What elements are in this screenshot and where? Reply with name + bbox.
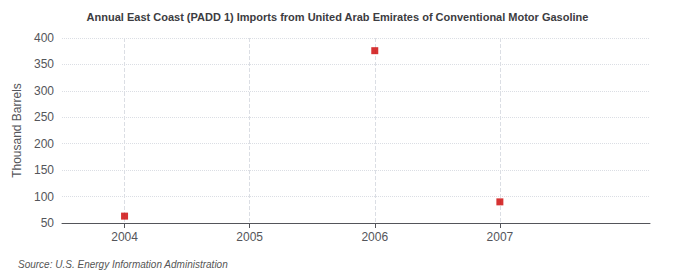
svg-text:300: 300 [34,84,54,98]
svg-text:2007: 2007 [487,230,514,244]
svg-text:50: 50 [41,216,55,230]
svg-text:250: 250 [34,110,54,124]
svg-text:Source: U.S. Energy Informatio: Source: U.S. Energy Information Administ… [18,259,228,270]
svg-text:350: 350 [34,57,54,71]
svg-text:2006: 2006 [361,230,388,244]
svg-text:100: 100 [34,190,54,204]
svg-text:400: 400 [34,31,54,45]
svg-text:Thousand Barrels: Thousand Barrels [10,83,24,178]
svg-text:200: 200 [34,137,54,151]
svg-text:150: 150 [34,163,54,177]
svg-text:Annual East Coast (PADD 1) Imp: Annual East Coast (PADD 1) Imports from … [87,11,589,23]
svg-text:2005: 2005 [236,230,263,244]
svg-text:2004: 2004 [111,230,138,244]
